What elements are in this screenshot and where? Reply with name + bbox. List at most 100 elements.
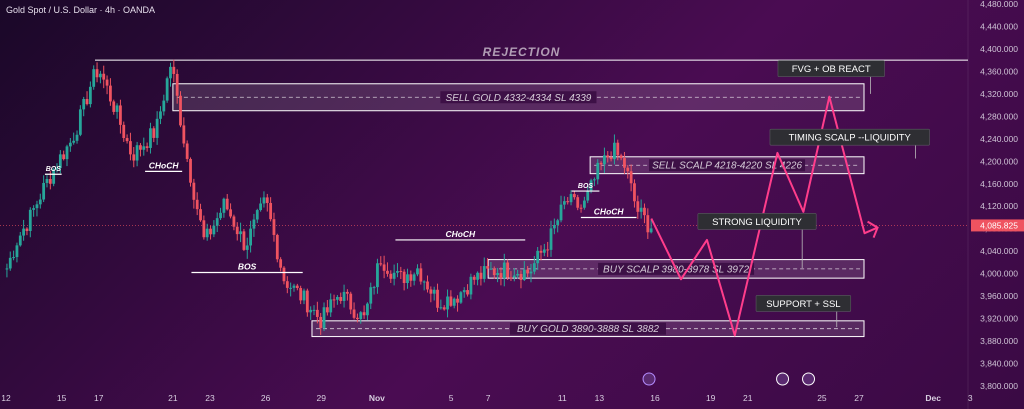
- candle-body: [572, 194, 576, 198]
- candle-body: [12, 257, 16, 259]
- candle-body: [629, 171, 633, 184]
- candle-body: [82, 99, 86, 110]
- candle-body: [345, 291, 349, 294]
- candle-body: [102, 73, 106, 80]
- candle-body: [486, 266, 489, 269]
- candle-body: [292, 285, 296, 288]
- candle-body: [302, 290, 306, 301]
- candle-body: [189, 158, 192, 183]
- candle-body: [262, 197, 266, 204]
- x-tick-label: Dec: [925, 393, 941, 403]
- candle-body: [202, 220, 206, 238]
- candle-body: [252, 219, 256, 229]
- candles-layer: [5, 59, 653, 335]
- candle-body: [456, 298, 459, 303]
- candle-body: [516, 273, 520, 276]
- candle-body: [436, 289, 439, 308]
- y-tick-label: 4,440.000: [980, 21, 1018, 31]
- callout-box: [755, 295, 852, 312]
- candle-body: [55, 168, 59, 170]
- structure-layer: BOS CHoCH BOS CHoCH BOS CHoCH: [44, 160, 637, 274]
- candle-body: [472, 276, 476, 280]
- candle-body: [392, 272, 396, 279]
- candle-body: [235, 226, 239, 235]
- candle-body: [229, 209, 232, 217]
- x-tick-label: 12: [1, 393, 11, 403]
- structure-label: CHoCH: [594, 206, 625, 216]
- x-tick-label: 15: [57, 393, 67, 403]
- candle-body: [58, 154, 62, 169]
- candle-body: [386, 270, 389, 274]
- y-tick-label: 3,920.000: [980, 314, 1018, 324]
- x-tick-label: 13: [595, 393, 605, 403]
- candle-body: [18, 235, 22, 246]
- current-price-label: 4,085.825: [980, 220, 1018, 230]
- candle-body: [643, 207, 646, 216]
- zone-label: BUY GOLD 3890-3888 SL 3882: [517, 324, 659, 335]
- candle-body: [426, 281, 429, 290]
- candle-body: [62, 154, 66, 160]
- y-tick-label: 4,200.000: [980, 156, 1018, 166]
- candle-body: [152, 128, 156, 138]
- candle-body: [78, 109, 82, 135]
- candle-body: [32, 208, 36, 210]
- candle-body: [409, 274, 413, 281]
- candle-body: [309, 309, 313, 313]
- candle-body: [452, 298, 456, 306]
- candle-body: [492, 268, 496, 276]
- candle-body: [416, 268, 419, 275]
- callout-box: [697, 213, 817, 230]
- y-tick-label: 3,840.000: [980, 359, 1018, 369]
- candle-body: [42, 182, 46, 200]
- projected-path: [650, 95, 878, 337]
- candle-body: [115, 105, 119, 112]
- candle-body: [259, 203, 263, 211]
- x-tick-label: 29: [317, 393, 327, 403]
- candle-body: [85, 99, 89, 105]
- candle-body: [255, 210, 259, 220]
- candle-body: [466, 290, 469, 295]
- candle-body: [559, 204, 563, 221]
- candle-body: [342, 291, 346, 301]
- candle-body: [649, 228, 653, 233]
- candle-body: [72, 140, 76, 143]
- candle-body: [299, 288, 303, 301]
- candle-body: [586, 190, 590, 201]
- candle-body: [439, 307, 443, 309]
- candle-body: [422, 281, 426, 283]
- candle-body: [582, 200, 586, 208]
- candle-body: [639, 207, 643, 212]
- candle-body: [329, 299, 333, 313]
- candle-body: [165, 78, 169, 101]
- candle-body: [412, 274, 416, 281]
- candle-body: [88, 86, 92, 105]
- candle-body: [566, 201, 570, 203]
- candle-body: [446, 296, 449, 310]
- candle-body: [289, 287, 293, 289]
- candle-body: [419, 268, 423, 282]
- x-tick-label: 21: [168, 393, 178, 403]
- candle-body: [112, 101, 116, 112]
- candle-body: [556, 220, 560, 226]
- candle-body: [315, 309, 319, 317]
- candle-body: [506, 262, 510, 278]
- candle-body: [509, 277, 513, 279]
- levels-layer: REJECTION: [0, 45, 968, 226]
- candle-body: [576, 197, 580, 208]
- candle-body: [479, 272, 483, 279]
- candle-body: [522, 269, 526, 280]
- candle-body: [589, 180, 593, 191]
- x-tick-label: 3: [968, 393, 973, 403]
- candle-body: [209, 228, 212, 235]
- structure-label: BOS: [238, 262, 257, 272]
- candle-body: [396, 271, 399, 273]
- candle-body: [626, 167, 630, 172]
- candle-body: [399, 271, 403, 273]
- candle-body: [432, 289, 436, 294]
- candle-body: [366, 303, 369, 316]
- callout-label: STRONG LIQUIDITY: [712, 217, 802, 228]
- event-flag-icon: [776, 372, 790, 386]
- y-tick-label: 4,480.000: [980, 0, 1018, 9]
- x-tick-label: 17: [94, 393, 104, 403]
